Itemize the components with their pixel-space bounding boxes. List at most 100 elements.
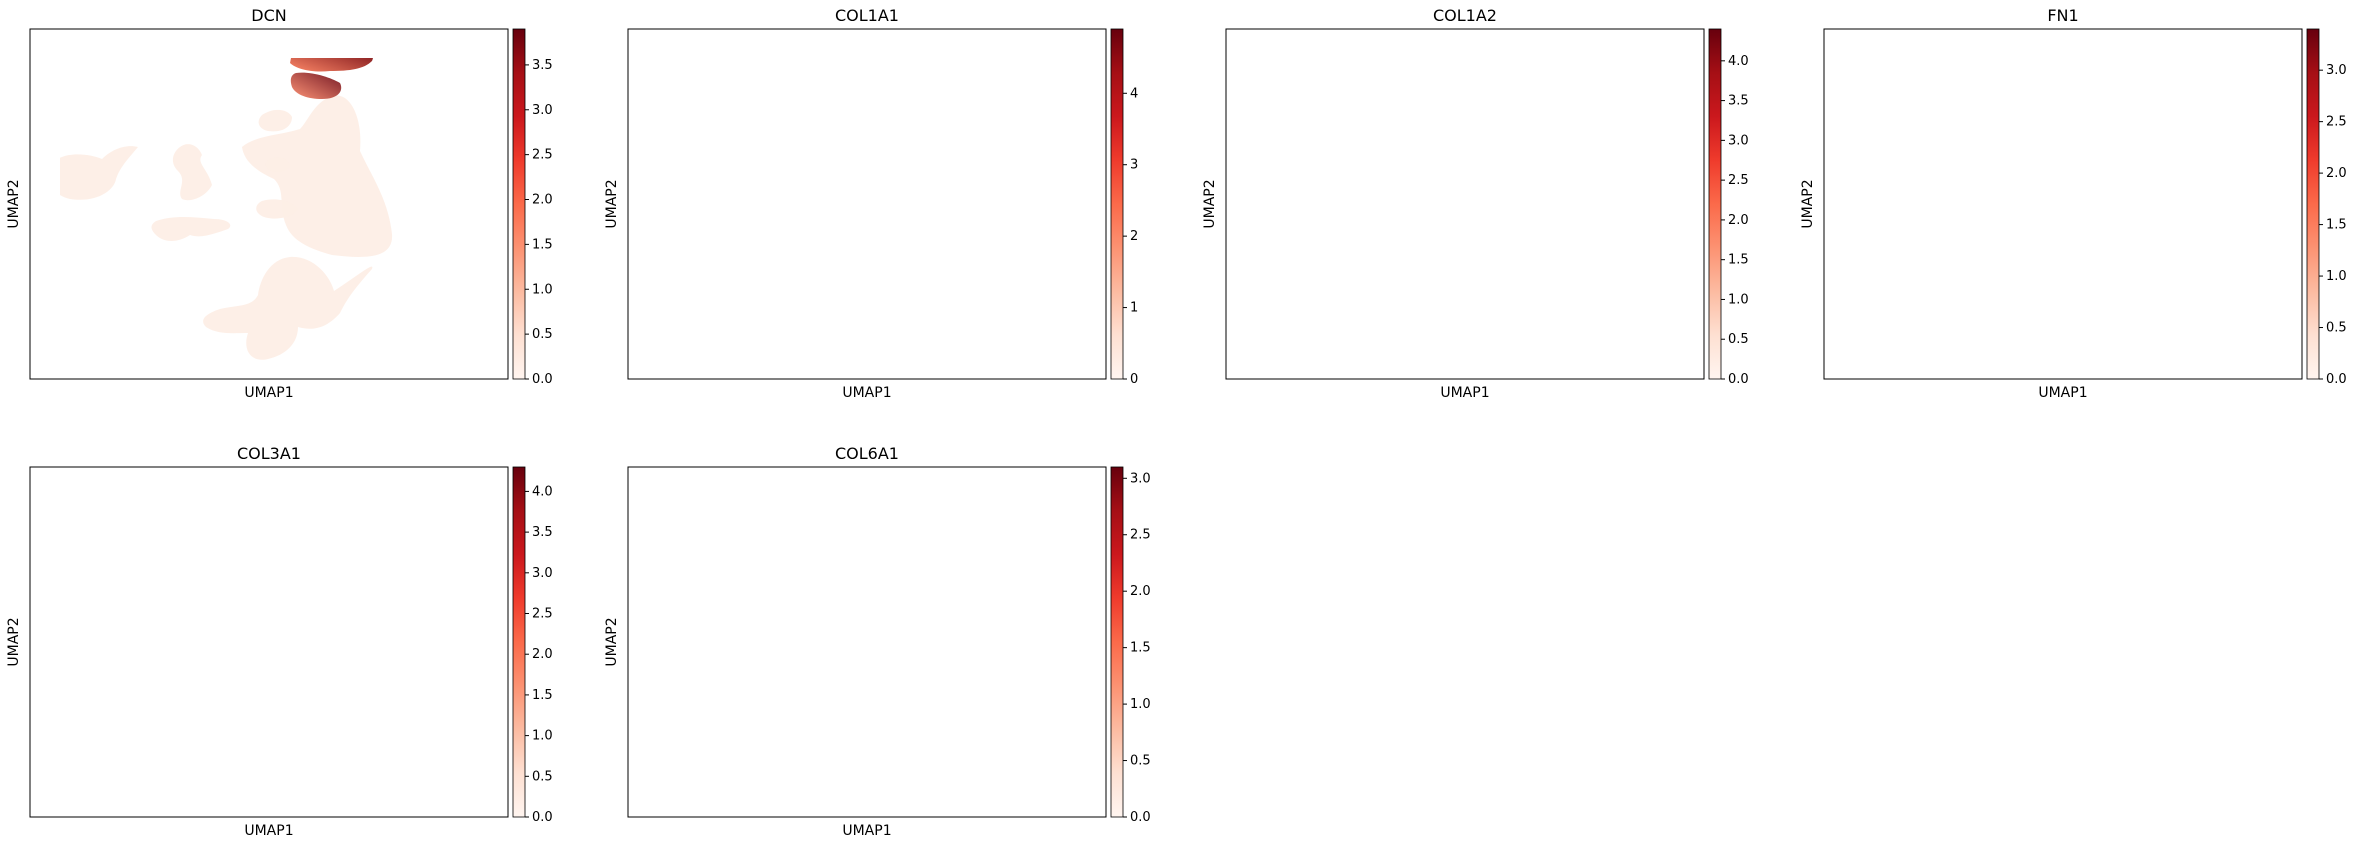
umap-panel-col1a1: COL1A1 UMAP1 UMAP2 0 1 2 3 4: [604, 6, 1138, 401]
cluster-center-lower: [1348, 217, 1427, 241]
colorbar-tick-label: 2: [1130, 229, 1138, 244]
cluster-right: [840, 96, 990, 257]
colorbar-tick-label: 2.0: [532, 193, 553, 208]
cluster-small-top: [1455, 110, 1488, 131]
cluster-small: [854, 199, 896, 218]
axes-frame: [627, 28, 1107, 380]
colorbar-tick-label: 0.0: [532, 810, 553, 825]
cluster-left: [1843, 146, 1932, 200]
cluster-center: [771, 582, 810, 638]
cluster-top-upper: [2084, 42, 2167, 71]
panel-title: COL3A1: [237, 444, 301, 463]
colorbar-tick-label: 0.0: [1130, 810, 1151, 825]
cluster-bottom: [203, 256, 373, 360]
colorbar-tick-label: 1.5: [532, 688, 553, 703]
cluster-layer: [1245, 42, 1588, 359]
cluster-small: [854, 637, 896, 656]
colorbar-tick-label: 0.5: [1728, 332, 1749, 347]
x-axis-label: UMAP1: [244, 823, 293, 839]
cluster-center: [172, 144, 212, 201]
cluster-top-upper: [888, 42, 971, 71]
cluster-top-lower: [290, 72, 342, 99]
cluster-center: [173, 582, 212, 638]
colorbar-tick-label: 3.0: [532, 566, 553, 581]
cluster-layer: [647, 480, 990, 797]
colorbar-tick-label: 2.5: [1728, 173, 1749, 188]
cluster-small-top: [258, 109, 292, 132]
cluster-small: [256, 637, 298, 656]
panel-title: COL1A2: [1433, 6, 1497, 25]
cluster-bottom: [1997, 257, 2166, 360]
cluster-left: [647, 146, 736, 200]
cluster-center-lower: [750, 655, 829, 679]
colorbar: [512, 28, 526, 380]
colorbar-tick-label: 2.0: [1728, 213, 1749, 228]
cluster-small-top: [857, 110, 890, 131]
colorbar-tick-label: 2.5: [2326, 115, 2347, 130]
colorbar: [512, 466, 526, 818]
panel-title: FN1: [2047, 6, 2078, 25]
cluster-center-lower: [750, 217, 829, 241]
axes-frame: [29, 466, 509, 818]
cluster-top-lower: [2085, 73, 2135, 99]
colorbar-tick-label: 1.5: [1130, 641, 1151, 656]
colorbar-tick-label: 2.5: [1130, 528, 1151, 543]
colorbar-tick-label: 0.0: [2326, 372, 2347, 387]
colorbar: [1110, 28, 1124, 380]
colorbar-tick-label: 3.0: [1130, 471, 1151, 486]
x-axis-label: UMAP1: [1440, 385, 1489, 401]
colorbar-tick-label: 0.5: [1130, 754, 1151, 769]
cluster-top-upper: [290, 58, 373, 72]
colorbar: [2306, 28, 2320, 380]
colorbar-tick-label: 3.0: [2326, 63, 2347, 78]
x-axis-label: UMAP1: [842, 823, 891, 839]
cluster-small-2: [864, 595, 888, 609]
colorbar-tick-label: 1.5: [2326, 218, 2347, 233]
panel-title: DCN: [251, 6, 286, 25]
cluster-small: [256, 199, 298, 219]
colorbar-tick-label: 1.5: [532, 237, 553, 252]
cluster-layer: [647, 42, 990, 359]
colorbar-tick-label: 0.0: [1728, 372, 1749, 387]
cluster-top-upper: [290, 480, 373, 509]
cluster-small-2: [265, 157, 290, 172]
colorbar-tick-label: 2.0: [532, 647, 553, 662]
y-axis-label: UMAP2: [1800, 179, 1816, 228]
colorbar: [1110, 466, 1124, 818]
cluster-layer: [60, 58, 393, 360]
colorbar-tick-label: 0.5: [532, 769, 553, 784]
cluster-left: [647, 584, 736, 638]
cluster-top-upper: [888, 480, 971, 509]
colorbar-tick-label: 1.5: [1728, 253, 1749, 268]
cluster-small-top: [2053, 110, 2086, 131]
y-axis-label: UMAP2: [604, 179, 620, 228]
y-axis-label: UMAP2: [6, 617, 22, 666]
colorbar-tick-label: 0.5: [532, 327, 553, 342]
cluster-layer: [49, 480, 392, 797]
axes-frame: [1823, 28, 2303, 380]
colorbar-tick-label: 1.0: [2326, 269, 2347, 284]
cluster-right: [242, 95, 393, 257]
x-axis-label: UMAP1: [244, 385, 293, 401]
colorbar-tick-label: 1.0: [532, 282, 553, 297]
cluster-small: [2050, 199, 2092, 218]
colorbar-tick-label: 1.0: [1130, 697, 1151, 712]
colorbar-tick-label: 1.0: [1728, 292, 1749, 307]
cluster-right: [1438, 96, 1588, 257]
cluster-top-upper: [1486, 42, 1569, 71]
cluster-small-top: [857, 548, 890, 569]
cluster-top-lower: [889, 511, 939, 537]
colorbar-tick-label: 0.0: [532, 372, 553, 387]
colorbar-tick-label: 0: [1130, 372, 1138, 387]
cluster-top-lower: [889, 73, 939, 99]
colorbar-tick-label: 2.5: [532, 148, 553, 163]
cluster-top-lower: [1487, 73, 1537, 99]
colorbar-tick-label: 0.5: [2326, 321, 2347, 336]
panel-title: COL1A1: [835, 6, 899, 25]
colorbar-tick-label: 2.5: [532, 607, 553, 622]
cluster-bottom: [801, 257, 970, 360]
umap-panel-dcn: DCN UMAP1 UMAP2 0.0 0.5 1.0 1.5 2.0 2.5 3.0 3.5: [6, 6, 553, 401]
colorbar-tick-label: 3.0: [1728, 133, 1749, 148]
cluster-center: [771, 144, 810, 200]
colorbar-tick-label: 4.0: [1728, 54, 1749, 69]
